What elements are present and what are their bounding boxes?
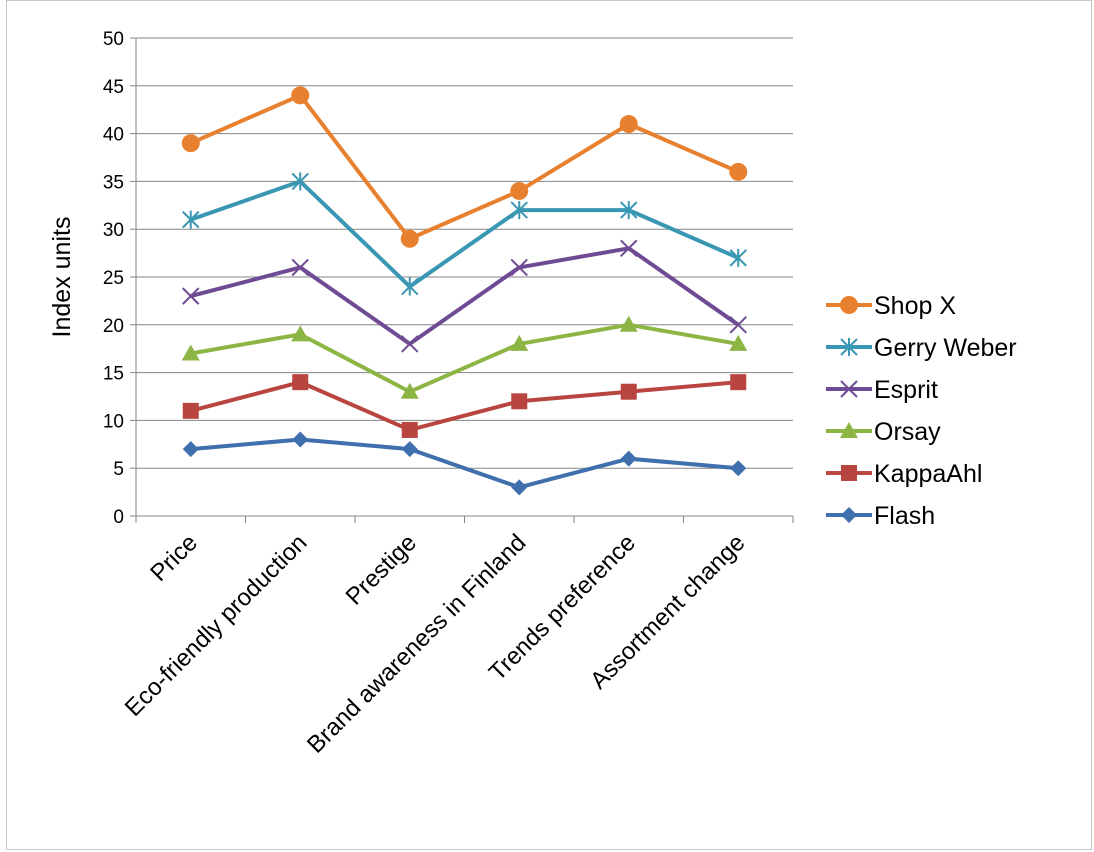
data-point: [182, 402, 199, 419]
y-tick-label: 0: [113, 507, 124, 528]
data-point: [401, 277, 419, 296]
data-point: [730, 374, 747, 391]
data-point: [400, 229, 419, 248]
legend-label: KappaAhl: [874, 460, 982, 488]
series-line: [190, 322, 739, 394]
data-point: [620, 383, 637, 400]
data-point: [292, 374, 309, 391]
series-line: [190, 437, 739, 490]
data-point: [181, 134, 200, 153]
legend-label: Esprit: [874, 376, 938, 404]
series-line: [189, 93, 740, 241]
legend-label: Orsay: [874, 418, 941, 446]
data-point: [510, 334, 529, 351]
data-point: [619, 315, 638, 332]
legend-marker: [840, 380, 858, 398]
legend-label: Gerry Weber: [874, 334, 1017, 362]
y-tick-label: 30: [103, 220, 124, 241]
legend-marker: [840, 296, 858, 314]
data-point: [729, 334, 748, 351]
series-flash: [182, 431, 747, 496]
axes: [130, 37, 794, 523]
data-point: [182, 287, 200, 305]
x-tick-label: Price: [145, 529, 203, 587]
data-point: [401, 441, 418, 458]
data-point: [291, 325, 310, 342]
y-tick-label: 40: [103, 125, 124, 146]
data-point: [619, 115, 638, 134]
data-point: [510, 181, 529, 200]
legend-entry: Flash: [826, 502, 935, 530]
series-orsay: [181, 315, 748, 399]
data-point: [181, 344, 200, 361]
x-tick-label: Prestige: [341, 529, 422, 610]
data-point: [401, 421, 418, 438]
legend-marker: [841, 465, 857, 481]
legend: Shop X Gerry Weber Esprit Orsay KappaAhl Flas…: [826, 292, 1017, 530]
y-tick-labels: 0 5 10 15 20 25 30 35 40 45 50: [103, 29, 124, 528]
data-point: [511, 479, 528, 496]
legend-entry: Shop X: [826, 292, 956, 320]
legend-marker: [840, 338, 858, 356]
y-tick-label: 50: [103, 29, 124, 50]
data-point: [400, 382, 419, 399]
data-point: [292, 431, 309, 448]
data-point: [729, 162, 748, 181]
legend-entry: Gerry Weber: [826, 334, 1017, 362]
legend-entry: Esprit: [826, 376, 938, 404]
gridlines: [136, 37, 793, 469]
data-point: [401, 335, 419, 353]
data-point: [510, 201, 528, 220]
y-tick-label: 5: [113, 459, 124, 480]
series-lines: [181, 86, 748, 496]
y-tick-label: 45: [103, 77, 124, 98]
data-point: [291, 172, 309, 191]
series-gerry-weber: [182, 172, 747, 296]
y-tick-label: 15: [103, 364, 124, 385]
series-esprit: [182, 239, 747, 353]
series-shop-x: [181, 86, 748, 248]
y-tick-label: 10: [103, 411, 124, 432]
data-point: [730, 460, 747, 477]
data-point: [182, 210, 200, 229]
data-point: [620, 450, 637, 467]
data-point: [291, 86, 310, 105]
y-tick-label: 35: [103, 172, 124, 193]
y-tick-label: 20: [103, 316, 124, 337]
series-kappaahl: [182, 374, 747, 438]
legend-marker: [841, 507, 857, 523]
y-axis-label: Index units: [48, 217, 76, 338]
data-point: [510, 258, 528, 277]
legend-entry: KappaAhl: [826, 460, 982, 488]
data-point: [511, 393, 528, 410]
series-line: [190, 246, 740, 346]
legend-label: Shop X: [874, 292, 956, 320]
data-point: [620, 201, 638, 220]
series-line: [190, 380, 739, 432]
data-point: [182, 441, 199, 458]
data-point: [729, 248, 747, 267]
data-point: [620, 239, 638, 258]
legend-entry: Orsay: [826, 418, 941, 446]
y-tick-label: 25: [103, 268, 124, 289]
legend-marker: [840, 422, 858, 438]
x-tick-label: Brand awareness in Finland: [302, 529, 531, 758]
x-tick-label: Eco-friendly production: [120, 529, 313, 722]
series-line: [190, 179, 740, 289]
data-point: [291, 258, 309, 277]
data-point: [729, 316, 747, 334]
legend-label: Flash: [874, 502, 935, 530]
